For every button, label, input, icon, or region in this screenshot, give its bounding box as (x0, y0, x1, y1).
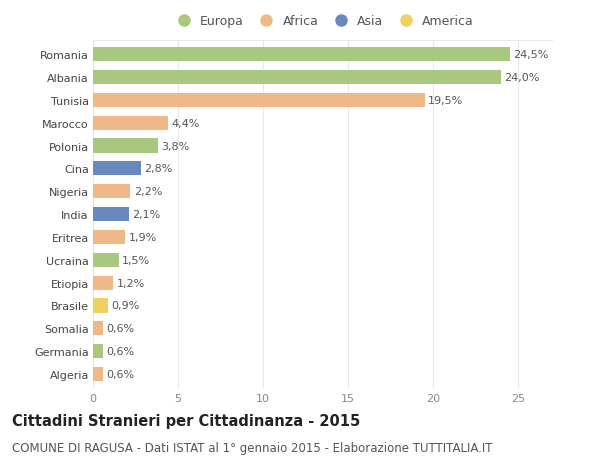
Text: 4,4%: 4,4% (171, 118, 200, 129)
Text: 0,6%: 0,6% (107, 324, 135, 334)
Text: 0,9%: 0,9% (112, 301, 140, 311)
Text: 0,6%: 0,6% (107, 347, 135, 356)
Text: 2,1%: 2,1% (132, 210, 160, 219)
Text: 1,2%: 1,2% (117, 278, 145, 288)
Bar (93, 207, 128, 222)
Text: COMUNE DI RAGUSA - Dati ISTAT al 1° gennaio 2015 - Elaborazione TUTTITALIA.IT: COMUNE DI RAGUSA - Dati ISTAT al 1° genn… (12, 441, 493, 453)
Bar (93, 276, 113, 290)
Text: 2,2%: 2,2% (134, 187, 162, 197)
Text: 0,6%: 0,6% (107, 369, 135, 379)
Bar (93, 94, 425, 108)
Bar (93, 116, 168, 130)
Text: 3,8%: 3,8% (161, 141, 189, 151)
Text: Cittadini Stranieri per Cittadinanza - 2015: Cittadini Stranieri per Cittadinanza - 2… (12, 413, 360, 428)
Bar (93, 253, 119, 267)
Text: 19,5%: 19,5% (428, 95, 463, 106)
Bar (93, 48, 509, 62)
Bar (93, 321, 103, 336)
Text: 24,0%: 24,0% (505, 73, 540, 83)
Text: 2,8%: 2,8% (144, 164, 172, 174)
Bar (93, 139, 158, 153)
Text: 1,5%: 1,5% (122, 255, 150, 265)
Text: 24,5%: 24,5% (513, 50, 548, 60)
Bar (93, 344, 103, 358)
Bar (93, 71, 501, 85)
Bar (93, 299, 108, 313)
Legend: Europa, Africa, Asia, America: Europa, Africa, Asia, America (169, 13, 476, 31)
Bar (93, 185, 130, 199)
Bar (93, 162, 140, 176)
Bar (93, 230, 125, 245)
Bar (93, 367, 103, 381)
Text: 1,9%: 1,9% (128, 232, 157, 242)
